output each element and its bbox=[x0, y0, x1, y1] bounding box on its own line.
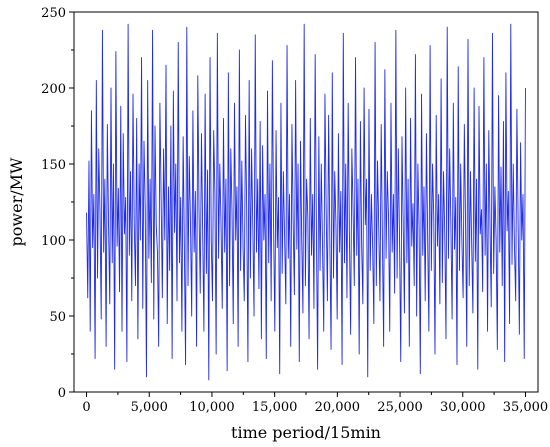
y-tick-label: 100 bbox=[41, 234, 66, 249]
x-tick-label: 25,000 bbox=[377, 400, 423, 415]
x-axis-title: time period/15min bbox=[231, 423, 381, 442]
x-tick-label: 10,000 bbox=[189, 400, 235, 415]
x-tick-label: 20,000 bbox=[315, 400, 361, 415]
y-tick-label: 250 bbox=[41, 6, 66, 21]
tick-layer: 0 5,000 10,000 15,000 20,000 25,000 30,000 35,0… bbox=[41, 6, 548, 415]
x-tick-label: 15,000 bbox=[252, 400, 298, 415]
x-tick-label: 35,000 bbox=[503, 400, 549, 415]
y-tick-label: 50 bbox=[49, 310, 66, 325]
x-tick-label: 30,000 bbox=[440, 400, 486, 415]
y-tick-label: 200 bbox=[41, 82, 66, 97]
y-tick-label: 150 bbox=[41, 158, 66, 173]
y-tick-label: 0 bbox=[58, 386, 66, 401]
y-axis-title: power/MW bbox=[7, 157, 26, 246]
series-line bbox=[86, 23, 526, 381]
series-layer bbox=[86, 23, 526, 381]
x-tick-label: 5,000 bbox=[131, 400, 168, 415]
x-tick-label: 0 bbox=[82, 400, 90, 415]
